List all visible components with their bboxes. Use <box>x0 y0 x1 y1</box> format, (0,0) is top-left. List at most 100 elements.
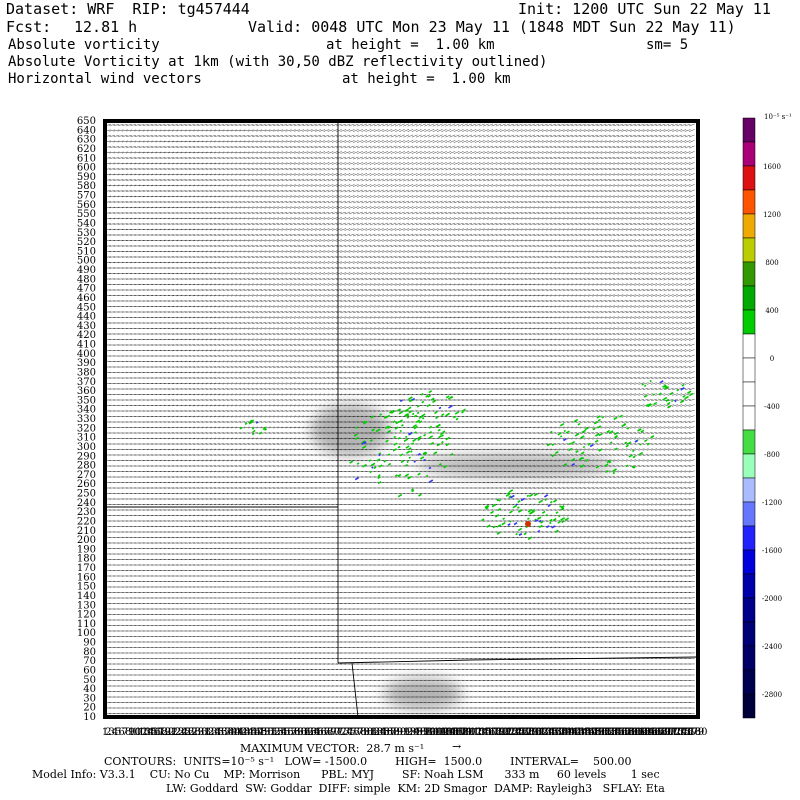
colorbar-level-label: -2400 <box>762 643 782 651</box>
x-tick-label: 160 <box>622 727 641 738</box>
x-tick-label: 121 <box>493 727 512 738</box>
reflectivity-region-north-cell <box>310 404 390 457</box>
y-tick-label: 640 <box>77 125 96 136</box>
x-tick-label: 99 <box>423 727 436 738</box>
x-tick-label: 54 <box>274 727 287 738</box>
y-tick-label: 40 <box>83 684 96 695</box>
colorbar-level-label: -2800 <box>762 691 782 699</box>
x-tick-label: 137 <box>546 727 565 738</box>
colorbar-segment <box>742 381 756 407</box>
forecast-label: Fcst: <box>6 18 52 36</box>
x-tick-label: 171 <box>659 727 678 738</box>
x-tick-label: 140 <box>556 727 575 738</box>
x-tick-label: 162 <box>629 727 648 738</box>
colorbar-segment <box>742 309 756 335</box>
x-tick-label: 122 <box>496 727 515 738</box>
x-tick-label: 156 <box>609 727 628 738</box>
x-tick-label: 30 <box>195 727 208 738</box>
x-tick-label: 164 <box>635 727 654 738</box>
forecast-hours: 12.81 h <box>74 18 138 36</box>
model-info-physics: LW: Goddard SW: Goddar DIFF: simple KM: … <box>166 782 665 795</box>
y-tick-label: 150 <box>77 582 96 593</box>
x-tick-label: 67 <box>317 727 330 738</box>
x-tick-label: 169 <box>652 727 671 738</box>
x-tick-label: 147 <box>579 727 598 738</box>
y-tick-label: 50 <box>83 675 96 686</box>
y-tick-label: 450 <box>77 302 96 313</box>
x-tick-label: 86 <box>380 727 393 738</box>
x-tick-label: 167 <box>645 727 664 738</box>
x-tick-label: 111 <box>460 727 479 738</box>
x-tick-label: 64 <box>307 727 320 738</box>
x-tick-label: 19 <box>158 727 171 738</box>
x-tick-label: 96 <box>413 727 426 738</box>
x-tick-label: 100 <box>423 727 442 738</box>
init-time: Init: 1200 UTC Sun 22 May 11 <box>518 0 771 18</box>
y-tick-label: 370 <box>77 377 96 388</box>
x-tick-label: 39 <box>225 727 238 738</box>
max-vector-arrow-icon: → <box>452 740 462 753</box>
x-tick-label: 79 <box>357 727 370 738</box>
x-tick-label: 77 <box>350 727 363 738</box>
x-tick-label: 44 <box>241 727 254 738</box>
x-tick-label: 76 <box>347 727 360 738</box>
y-tick-label: 440 <box>77 312 96 323</box>
x-tick-label: 92 <box>400 727 413 738</box>
y-tick-label: 530 <box>77 228 96 239</box>
x-tick-label: 40 <box>228 727 241 738</box>
y-tick-label: 110 <box>77 619 96 630</box>
x-tick-label: 38 <box>221 727 234 738</box>
x-tick-label: 101 <box>427 727 446 738</box>
x-tick-label: 63 <box>304 727 317 738</box>
x-tick-label: 5 <box>115 727 121 738</box>
y-tick-label: 10 <box>83 712 96 723</box>
colorbar-segment <box>742 333 756 359</box>
x-tick-label: 91 <box>397 727 410 738</box>
x-tick-label: 109 <box>453 727 472 738</box>
y-tick-label: 590 <box>77 172 96 183</box>
x-tick-label: 8 <box>125 727 131 738</box>
x-tick-label: 135 <box>539 727 558 738</box>
y-tick-label: 610 <box>77 153 96 164</box>
x-tick-label: 179 <box>685 727 704 738</box>
x-tick-label: 165 <box>639 727 658 738</box>
colorbar-segment <box>742 597 756 623</box>
x-tick-label: 139 <box>553 727 572 738</box>
x-tick-label: 117 <box>480 727 499 738</box>
x-tick-label: 133 <box>533 727 552 738</box>
y-tick-label: 80 <box>83 647 96 658</box>
x-tick-label: 43 <box>238 727 251 738</box>
x-tick-label: 154 <box>602 727 621 738</box>
x-tick-label: 36 <box>215 727 228 738</box>
wind-vector-field <box>104 123 695 715</box>
vorticity-maximum <box>525 521 531 527</box>
x-tick-label: 88 <box>387 727 400 738</box>
x-tick-label: 23 <box>172 727 185 738</box>
x-tick-label: 118 <box>483 727 502 738</box>
colorbar-level-label: -1200 <box>762 499 782 507</box>
x-tick-label: 97 <box>417 727 430 738</box>
x-tick-label: 71 <box>331 727 344 738</box>
y-tick-label: 550 <box>77 209 96 220</box>
x-tick-label: 14 <box>142 727 155 738</box>
y-tick-label: 390 <box>77 358 96 369</box>
x-tick-label: 70 <box>327 727 340 738</box>
colorbar-level-label: 1600 <box>763 163 781 171</box>
colorbar-segment <box>742 621 756 647</box>
colorbar-segment <box>742 141 756 167</box>
x-tick-label: 27 <box>185 727 198 738</box>
x-tick-label: 155 <box>606 727 625 738</box>
colorbar-segment <box>742 645 756 671</box>
x-tick-label: 126 <box>510 727 529 738</box>
y-tick-label: 350 <box>77 395 96 406</box>
x-tick-label: 72 <box>334 727 347 738</box>
colorbar-segment <box>742 285 756 311</box>
y-tick-label: 400 <box>77 349 96 360</box>
x-tick-label: 21 <box>165 727 178 738</box>
x-tick-label: 50 <box>261 727 274 738</box>
field1-height: at height = 1.00 km <box>326 37 495 53</box>
x-tick-label: 41 <box>231 727 244 738</box>
x-tick-label: 129 <box>519 727 538 738</box>
x-tick-label: 128 <box>516 727 535 738</box>
